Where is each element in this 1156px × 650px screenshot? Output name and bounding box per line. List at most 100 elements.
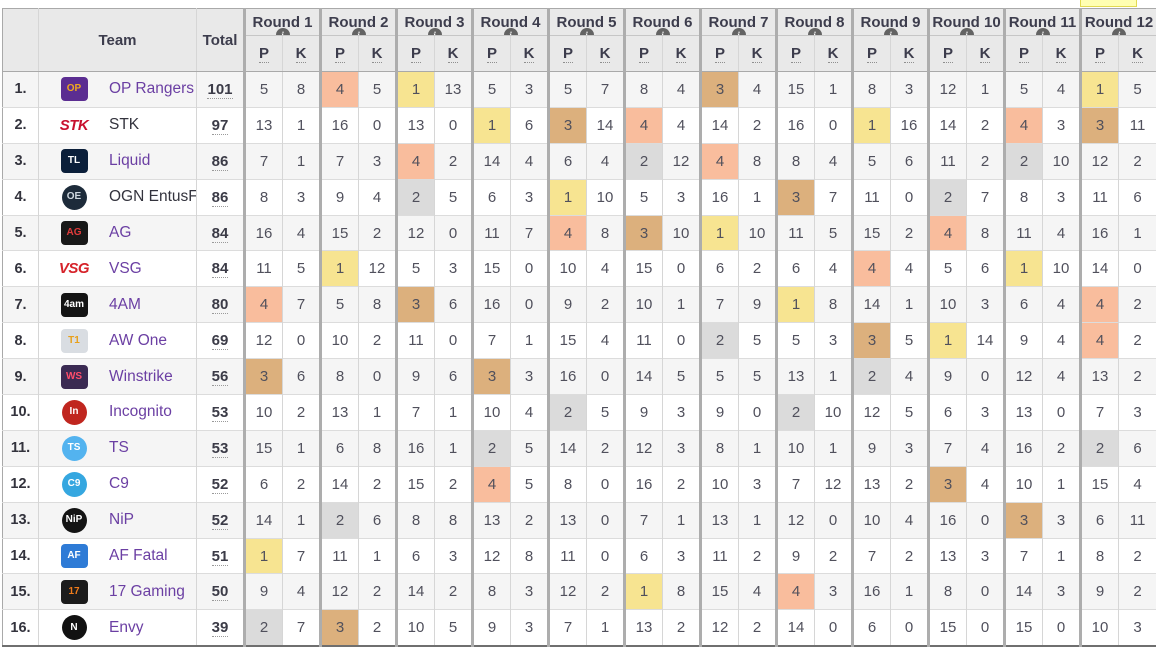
k-header-label[interactable]: K — [1055, 44, 1067, 63]
total-value[interactable]: 51 — [211, 547, 229, 566]
p-header-label[interactable]: P — [638, 44, 649, 63]
p-cell: 14 — [395, 573, 435, 610]
p-cell: 6 — [547, 142, 587, 180]
k-cell: 4 — [966, 429, 1005, 467]
team-name-link[interactable]: STK — [109, 116, 140, 134]
table-row: 5. AG AG 84 16 4 15 2 12 0 11 7 4 8 3 10 1 10 11 5 15 2 4 8 11 4 1… — [2, 214, 1156, 251]
p-header-label[interactable]: P — [486, 44, 497, 63]
total-value[interactable]: 86 — [211, 188, 229, 207]
team-name-link[interactable]: Winstrike — [109, 367, 173, 385]
k-cell: 1 — [510, 322, 549, 359]
total-value[interactable]: 84 — [211, 224, 229, 243]
info-icon[interactable]: i — [579, 28, 594, 35]
total-value[interactable]: 69 — [211, 332, 229, 351]
total-value[interactable]: 86 — [211, 152, 229, 171]
p-header-label[interactable]: P — [258, 44, 269, 63]
team-name-link[interactable]: C9 — [109, 475, 129, 493]
total-cell: 50 — [196, 573, 245, 610]
p-cell: 12 — [851, 394, 891, 431]
team-name-link[interactable]: 4AM — [109, 295, 141, 313]
total-value[interactable]: 97 — [211, 116, 229, 135]
info-icon[interactable]: i — [731, 28, 746, 35]
total-cell: 53 — [196, 394, 245, 431]
round-header: Round 12 i — [1079, 8, 1156, 36]
k-cell: 5 — [282, 250, 321, 287]
info-icon[interactable]: i — [275, 28, 290, 35]
p-cell: 8 — [547, 465, 587, 503]
p-header-label[interactable]: P — [410, 44, 421, 63]
p-header-label[interactable]: P — [1018, 44, 1029, 63]
k-header-label[interactable]: K — [827, 44, 839, 63]
p-cell: 14 — [927, 106, 967, 144]
k-header-label[interactable]: K — [1132, 44, 1143, 63]
p-cell: 11 — [319, 537, 359, 574]
total-value[interactable]: 84 — [211, 260, 229, 279]
info-icon[interactable]: i — [1035, 28, 1050, 35]
k-header-label[interactable]: K — [523, 44, 535, 63]
total-value[interactable]: 52 — [211, 475, 229, 494]
p-header-label[interactable]: P — [562, 44, 573, 63]
k-cell: 4 — [1041, 322, 1081, 359]
k-cell: 6 — [966, 250, 1005, 287]
k-header-label[interactable]: K — [979, 44, 991, 63]
total-value[interactable]: 52 — [211, 511, 229, 530]
team-name-link[interactable]: Liquid — [109, 152, 151, 170]
p-cell: 5 — [243, 71, 283, 108]
total-value[interactable]: 101 — [207, 80, 233, 99]
p-header-label[interactable]: P — [866, 44, 877, 63]
info-icon[interactable]: i — [883, 28, 898, 35]
team-name-link[interactable]: TS — [109, 439, 129, 457]
p-cell: 15 — [851, 214, 891, 251]
p-header-label[interactable]: P — [714, 44, 725, 63]
p-header-label[interactable]: P — [790, 44, 801, 63]
k-header-label[interactable]: K — [903, 44, 915, 63]
k-cell: 11 — [1118, 501, 1156, 539]
team-name-link[interactable]: Envy — [109, 618, 144, 636]
p-cell: 10 — [319, 322, 359, 359]
info-icon[interactable]: i — [427, 28, 442, 35]
total-cell: 101 — [196, 71, 245, 108]
team-name-link[interactable]: AF Fatal — [109, 547, 168, 565]
k-header-label[interactable]: K — [751, 44, 763, 63]
p-header-label[interactable]: P — [1095, 44, 1106, 63]
total-value[interactable]: 56 — [211, 368, 229, 387]
info-icon[interactable]: i — [959, 28, 974, 35]
k-header-label[interactable]: K — [371, 44, 383, 63]
team-name-link[interactable]: Incognito — [109, 403, 172, 421]
k-header-label[interactable]: K — [447, 44, 459, 63]
team-name-link[interactable]: AW One — [109, 331, 167, 349]
p-header-label[interactable]: P — [334, 44, 345, 63]
k-header-label[interactable]: K — [675, 44, 687, 63]
p-cell: 13 — [699, 501, 739, 539]
team-name-link[interactable]: NiP — [109, 511, 134, 529]
info-icon[interactable]: i — [351, 28, 366, 35]
p-cell: 12 — [471, 537, 511, 574]
info-icon[interactable]: i — [503, 28, 518, 35]
k-column-header: K — [1041, 35, 1081, 72]
team-name-link[interactable]: VSG — [109, 259, 142, 277]
p-cell: 16 — [775, 106, 815, 144]
team-logo-box: OE — [40, 184, 110, 210]
team-name-link[interactable]: 17 Gaming — [109, 582, 185, 600]
info-icon[interactable]: i — [1112, 28, 1127, 35]
team-name-link[interactable]: OP Rangers — [109, 80, 195, 98]
p-cell: 9 — [851, 429, 891, 467]
k-cell: 0 — [1041, 394, 1081, 431]
total-value[interactable]: 50 — [211, 583, 229, 602]
p-cell: 14 — [1079, 250, 1119, 287]
p-cell: 9 — [319, 178, 359, 216]
total-value[interactable]: 80 — [211, 296, 229, 315]
team-name-link[interactable]: AG — [109, 224, 132, 241]
total-value[interactable]: 53 — [211, 439, 229, 458]
info-icon[interactable]: i — [807, 28, 822, 35]
k-header-label[interactable]: K — [295, 44, 307, 63]
p-header-label[interactable]: P — [942, 44, 953, 63]
info-icon[interactable]: i — [655, 28, 670, 35]
team-name-link[interactable]: OGN EntusF — [109, 188, 197, 206]
k-header-label[interactable]: K — [599, 44, 611, 63]
rank-cell: 5. — [2, 214, 39, 251]
rank-cell: 8. — [2, 322, 39, 359]
p-cell: 15 — [319, 214, 359, 251]
total-value[interactable]: 53 — [211, 403, 229, 422]
total-value[interactable]: 39 — [211, 619, 229, 638]
